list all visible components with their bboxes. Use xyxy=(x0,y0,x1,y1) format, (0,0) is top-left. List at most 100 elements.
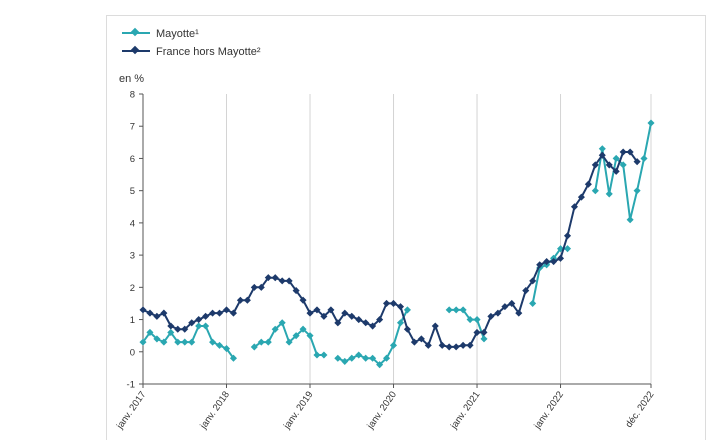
data-point xyxy=(222,306,231,314)
data-point xyxy=(139,306,147,314)
data-point xyxy=(563,245,572,253)
data-point xyxy=(236,296,244,304)
data-point xyxy=(229,309,238,317)
data-point xyxy=(146,328,154,336)
data-point xyxy=(473,316,481,324)
x-tick-label: janv. 2019 xyxy=(281,389,315,431)
data-point xyxy=(264,274,272,282)
data-point xyxy=(466,341,474,349)
data-point xyxy=(383,354,391,362)
data-point xyxy=(188,319,196,327)
data-point xyxy=(209,309,217,317)
y-tick-label: 7 xyxy=(130,122,135,133)
legend-entry-mayotte: Mayotte¹ xyxy=(122,27,199,40)
data-point xyxy=(376,361,384,369)
data-point xyxy=(383,299,391,307)
data-point xyxy=(223,345,231,353)
data-point xyxy=(313,351,321,359)
x-tick-label: janv. 2021 xyxy=(448,389,482,431)
series-group xyxy=(139,119,655,369)
data-point xyxy=(424,341,432,349)
series-line xyxy=(449,308,485,340)
x-tick-label: janv. 2017 xyxy=(114,389,148,431)
data-point xyxy=(278,319,286,327)
data-point xyxy=(403,325,411,333)
data-point xyxy=(348,312,356,320)
data-point xyxy=(396,319,405,327)
data-point xyxy=(257,338,265,346)
series-france xyxy=(139,148,641,351)
data-point xyxy=(278,277,286,285)
data-point xyxy=(257,283,265,291)
data-point xyxy=(473,328,481,336)
series-line xyxy=(594,122,652,221)
data-point xyxy=(167,328,175,336)
grid xyxy=(226,94,652,384)
y-tick-label: 6 xyxy=(130,154,135,165)
y-axis-unit-label: en % xyxy=(119,73,144,85)
data-point xyxy=(445,306,453,314)
data-point xyxy=(389,341,398,349)
data-point xyxy=(306,309,314,317)
data-point xyxy=(355,316,363,324)
data-point xyxy=(243,296,251,304)
y-tick-label: 0 xyxy=(130,347,135,358)
y-tick-labels: -1 0 1 2 3 4 5 6 7 8 xyxy=(127,90,143,391)
y-tick-label: 1 xyxy=(130,315,135,326)
data-point xyxy=(543,258,551,266)
data-point xyxy=(215,309,224,317)
data-point xyxy=(181,338,189,346)
data-point xyxy=(459,341,467,349)
data-point xyxy=(508,299,516,307)
data-point xyxy=(146,309,154,317)
chart-frame xyxy=(106,15,706,440)
axes xyxy=(142,94,651,385)
data-point xyxy=(153,312,161,320)
data-point xyxy=(445,343,453,351)
data-point xyxy=(271,325,279,333)
data-point xyxy=(334,319,342,327)
data-point xyxy=(153,335,161,343)
data-point xyxy=(299,296,307,304)
data-point xyxy=(202,322,210,330)
data-point xyxy=(348,354,356,362)
data-point xyxy=(341,309,349,317)
data-point xyxy=(591,187,599,195)
data-point xyxy=(334,354,342,362)
data-point xyxy=(626,148,634,156)
data-point xyxy=(215,341,224,349)
data-point xyxy=(536,261,544,269)
data-point xyxy=(195,316,203,324)
data-point xyxy=(556,254,565,262)
data-point xyxy=(577,193,585,201)
data-point xyxy=(417,335,425,343)
y-tick-label: 5 xyxy=(130,186,135,197)
data-point xyxy=(341,357,349,365)
data-point xyxy=(403,306,411,314)
data-point xyxy=(452,306,460,314)
data-point xyxy=(174,325,182,333)
data-point xyxy=(487,312,495,320)
x-tick-label: janv. 2020 xyxy=(365,389,399,431)
series-line xyxy=(142,151,638,348)
data-point xyxy=(250,343,258,351)
data-point xyxy=(494,309,502,317)
data-point xyxy=(389,299,398,307)
data-point xyxy=(619,148,627,156)
legend-entry-france: France hors Mayotte² xyxy=(122,45,261,58)
x-tick-labels: janv. 2017 janv. 2018 janv. 2019 janv. 2020… xyxy=(114,384,656,432)
legend-label-mayotte: Mayotte¹ xyxy=(156,28,199,40)
data-point xyxy=(160,338,168,346)
y-tick-label: 4 xyxy=(130,218,135,229)
data-point xyxy=(626,216,634,224)
data-point xyxy=(410,338,418,346)
data-point xyxy=(466,316,474,324)
legend-label-france: France hors Mayotte² xyxy=(156,46,261,58)
data-point xyxy=(320,351,328,359)
data-point xyxy=(563,232,572,240)
data-point xyxy=(299,325,307,333)
data-point xyxy=(640,154,648,162)
data-point xyxy=(369,354,377,362)
data-point xyxy=(480,335,488,343)
